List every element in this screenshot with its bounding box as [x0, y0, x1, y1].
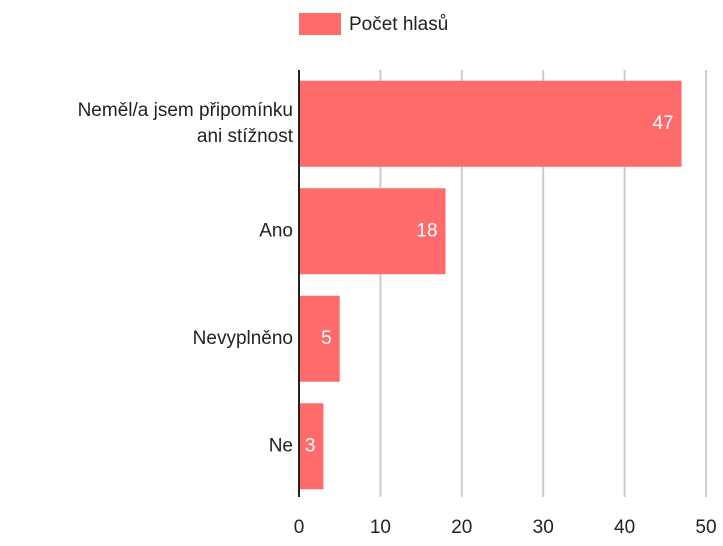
- value-label: 47: [652, 113, 673, 134]
- x-tick-label: 20: [451, 517, 472, 538]
- value-label: 5: [321, 328, 332, 349]
- x-tick-label: 40: [614, 517, 635, 538]
- x-tick-label: 30: [533, 517, 554, 538]
- y-tick-label: Ne: [269, 435, 293, 456]
- y-tick-label: Nevyplněno: [193, 328, 293, 349]
- bar: [299, 188, 446, 275]
- x-tick-label: 0: [294, 517, 305, 538]
- y-tick-label: Neměl/a jsem připomínku ani stížnost: [78, 100, 294, 147]
- bar: [299, 80, 682, 167]
- value-label: 3: [305, 435, 316, 456]
- bar: [299, 295, 340, 382]
- y-tick-label: Ano: [259, 220, 293, 241]
- bar: [299, 403, 324, 490]
- legend-label: Počet hlasů: [349, 14, 448, 35]
- x-tick-label: 10: [370, 517, 391, 538]
- x-tick-label: 50: [695, 517, 716, 538]
- legend-swatch: [299, 13, 341, 35]
- value-label: 18: [416, 220, 437, 241]
